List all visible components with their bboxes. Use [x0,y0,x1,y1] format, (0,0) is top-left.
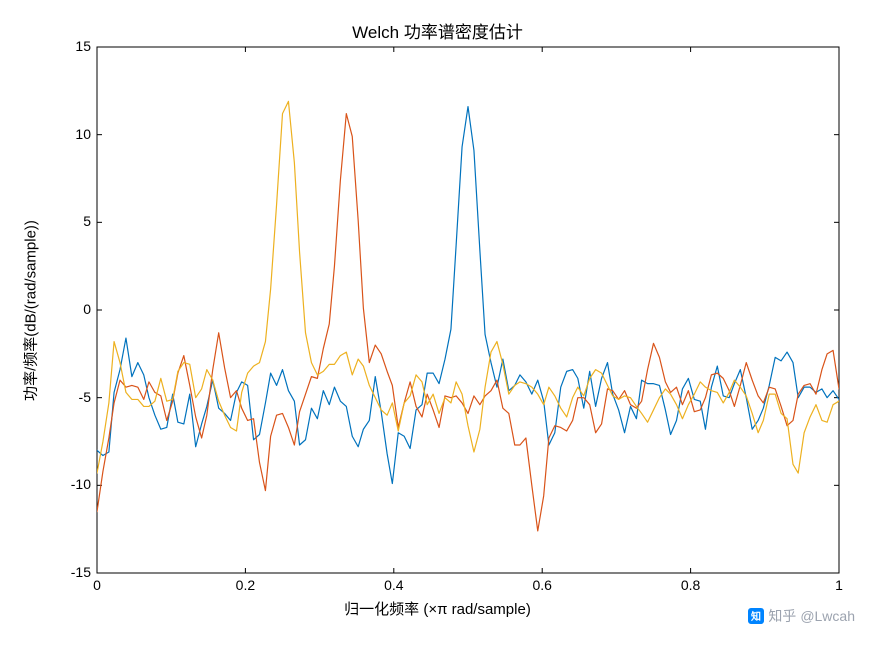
x-tick-label: 0.4 [374,577,414,593]
x-tick-label: 0.6 [522,577,562,593]
x-tick-label: 0.2 [225,577,265,593]
svg-text:知: 知 [750,610,761,623]
x-tick-label: 0.8 [671,577,711,593]
watermark: 知 知乎 @Lwcah [748,606,855,626]
chart-container: Welch 功率谱密度估计 功率/频率(dB/(rad/sample)) 归一化… [0,0,875,656]
chart-plot [0,0,875,656]
y-tick-label: 5 [83,213,91,229]
y-tick-label: -5 [79,389,91,405]
series-2 [97,114,839,531]
zhihu-icon: 知 [748,608,764,624]
y-tick-label: 0 [83,301,91,317]
y-tick-label: 10 [75,126,91,142]
y-tick-label: 15 [75,38,91,54]
watermark-brand: 知乎 [768,606,796,626]
watermark-author: @Lwcah [800,608,855,624]
x-tick-label: 1 [819,577,859,593]
y-tick-label: -15 [71,564,91,580]
series-3 [97,101,839,473]
y-tick-label: -10 [71,476,91,492]
